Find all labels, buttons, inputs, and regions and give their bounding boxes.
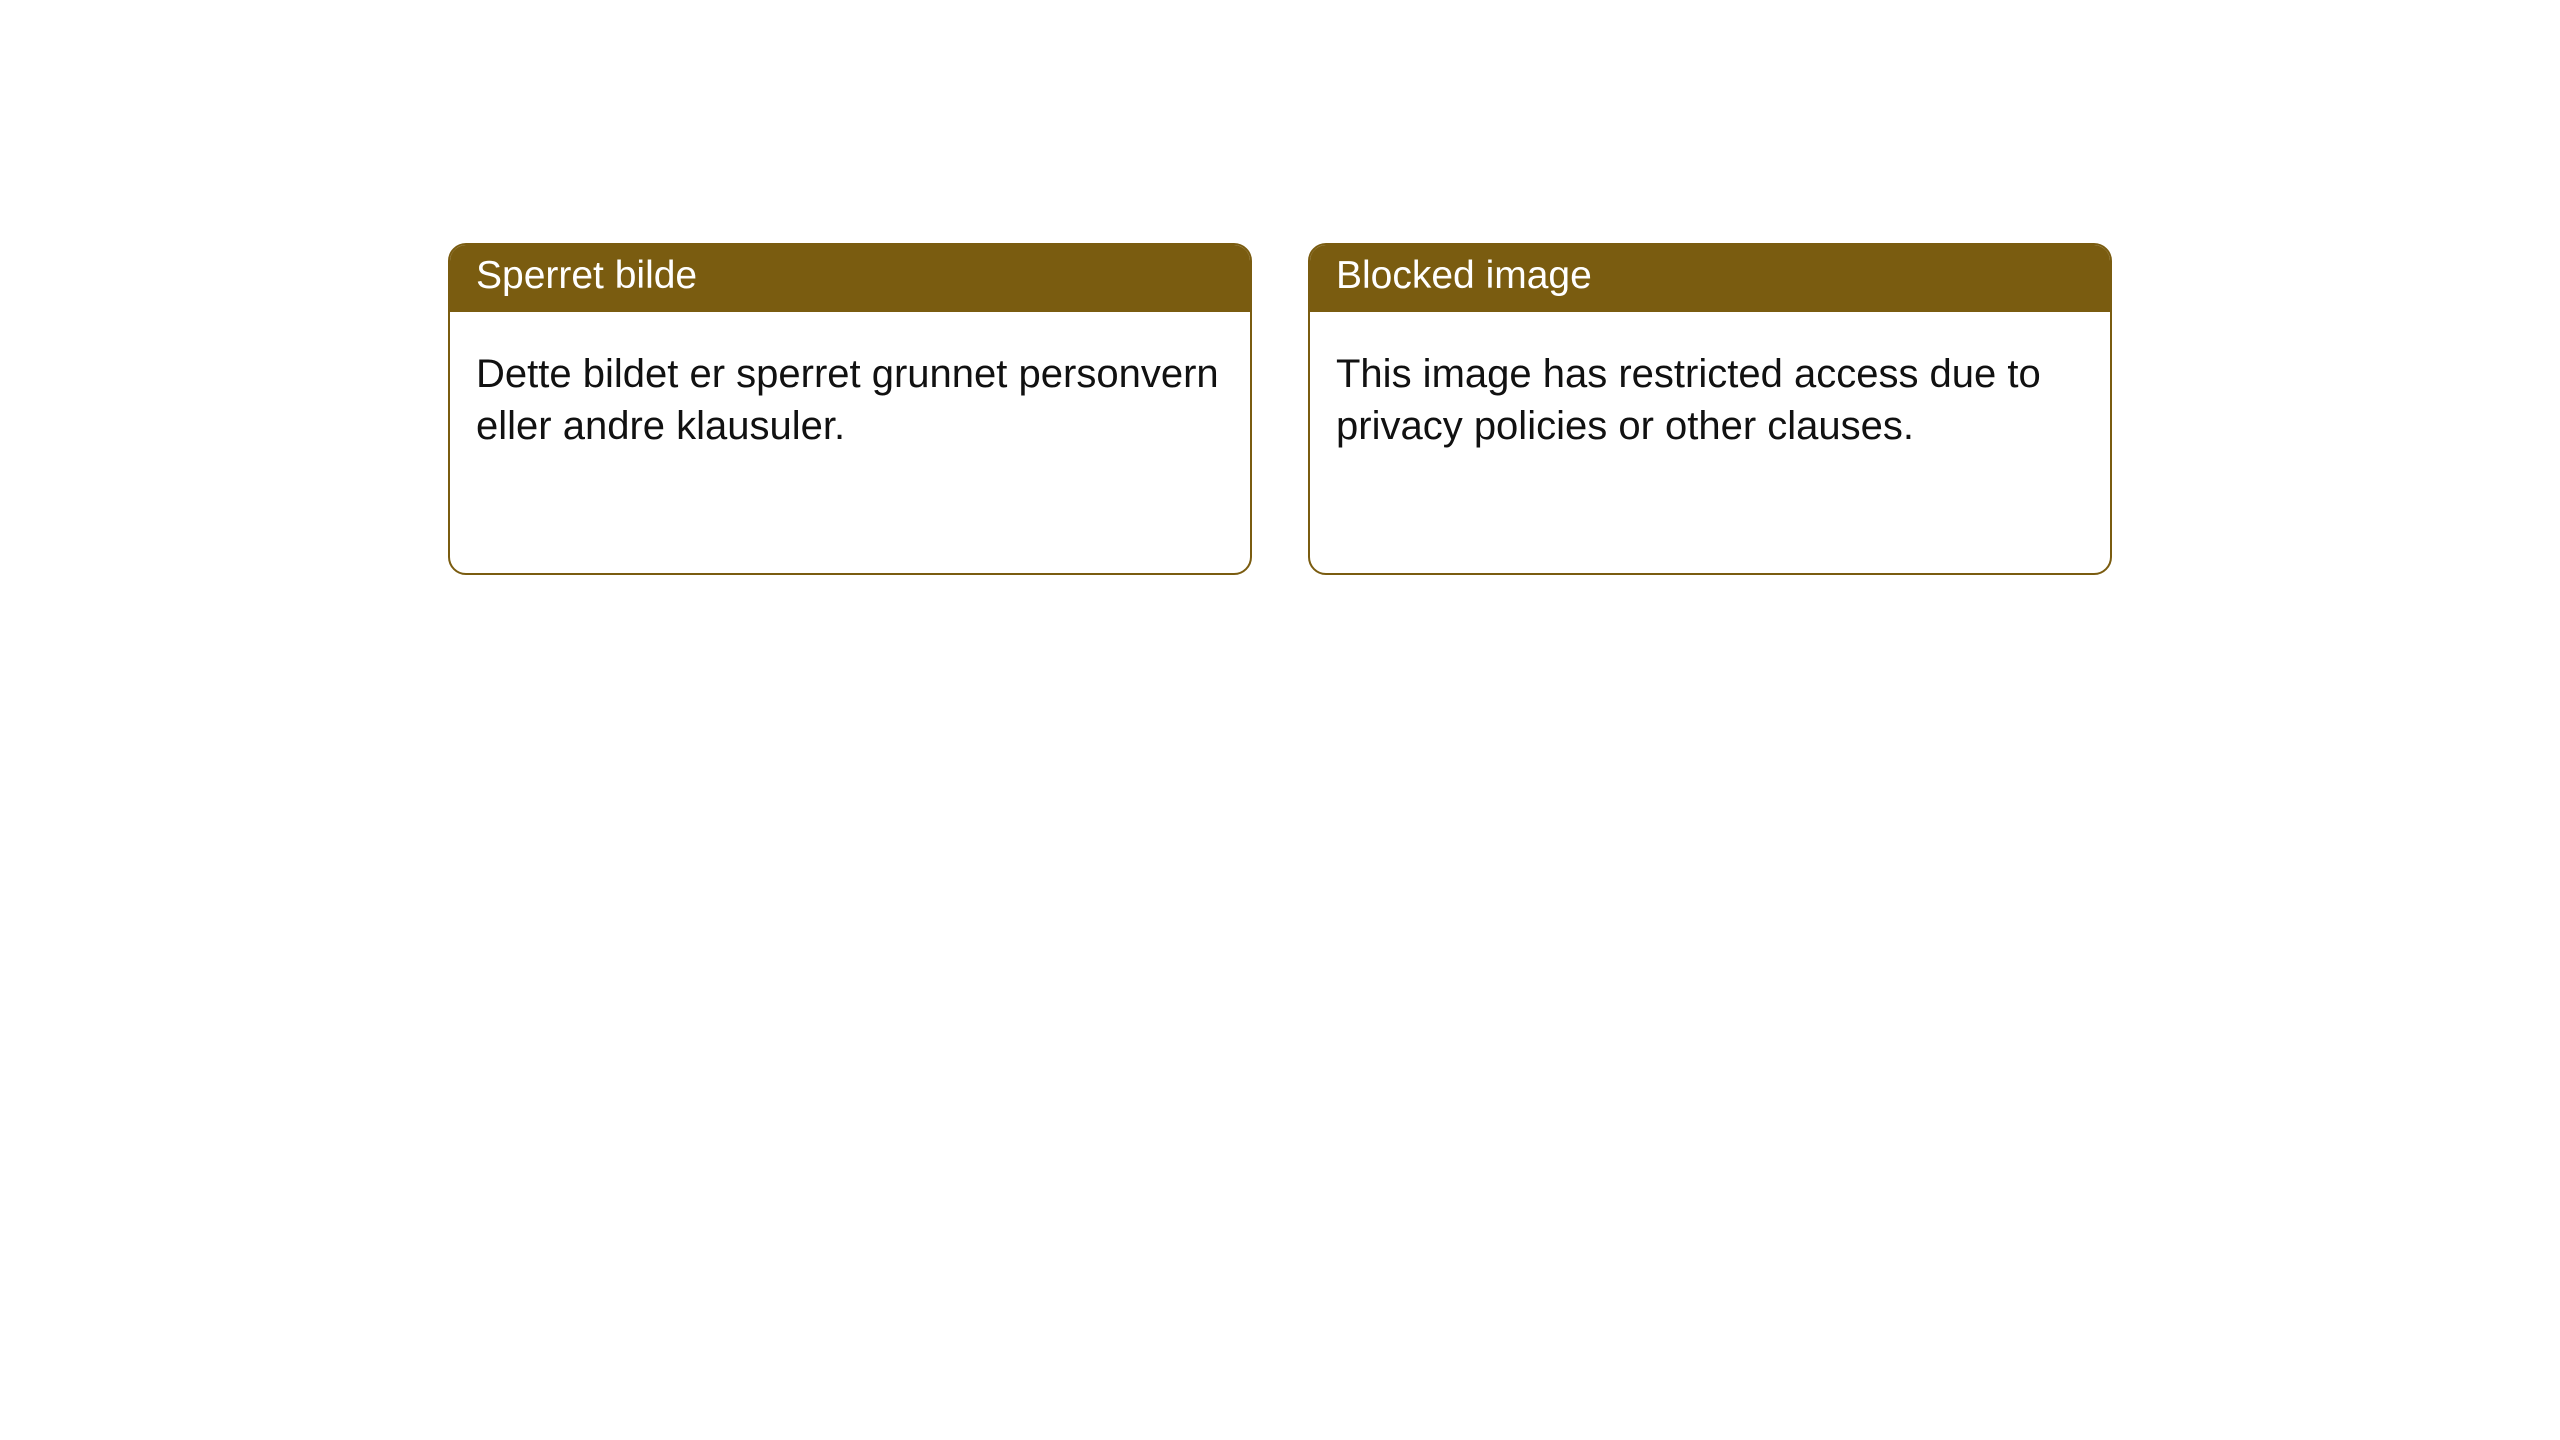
notice-container: Sperret bilde Dette bildet er sperret gr… [448,243,2112,575]
notice-card-english: Blocked image This image has restricted … [1308,243,2112,575]
notice-title: Blocked image [1310,245,2110,312]
notice-title: Sperret bilde [450,245,1250,312]
notice-card-norwegian: Sperret bilde Dette bildet er sperret gr… [448,243,1252,575]
notice-body: This image has restricted access due to … [1310,312,2110,488]
notice-body: Dette bildet er sperret grunnet personve… [450,312,1250,488]
